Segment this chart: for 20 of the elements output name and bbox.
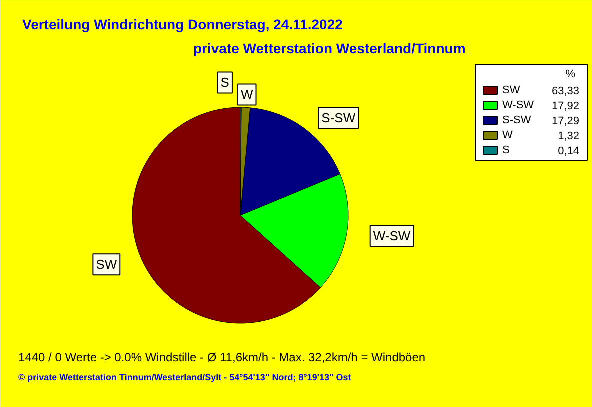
data-label: 17,29	[552, 116, 580, 128]
chart-subtitle: private Wetterstation Westerland/Tinnum	[194, 40, 466, 56]
slice-label: W-SW	[373, 228, 412, 244]
slice-label: W	[240, 87, 254, 102]
data-label: 0,14	[558, 146, 580, 158]
legend-label: W	[502, 130, 514, 142]
data-label: 17,92	[552, 100, 580, 112]
legend-label: SW	[502, 84, 521, 96]
slice-label: S	[220, 75, 230, 90]
data-label: 63,33	[552, 86, 580, 98]
text: 1440 / 0 Werte -> 0.0% Windstille - Ø 11,6km/h - Max. 32,2km/h = Windböen	[18, 350, 426, 364]
legend-label: S-SW	[502, 114, 532, 126]
legend-label: S	[502, 144, 510, 156]
legend-title: %	[566, 68, 576, 80]
slice-label: SW	[96, 257, 118, 272]
legend-label: W-SW	[502, 100, 535, 112]
text: © private Wetterstation Tinnum/Westerland/Sylt - 54°54'13" Nord; 8°19'13" Ost	[18, 372, 352, 382]
chart-title: Verteilung Windrichtung Donnerstag, 24.11.2022	[22, 16, 344, 32]
data-label: 1,32	[558, 130, 580, 142]
slice-label: S-SW	[322, 110, 356, 126]
